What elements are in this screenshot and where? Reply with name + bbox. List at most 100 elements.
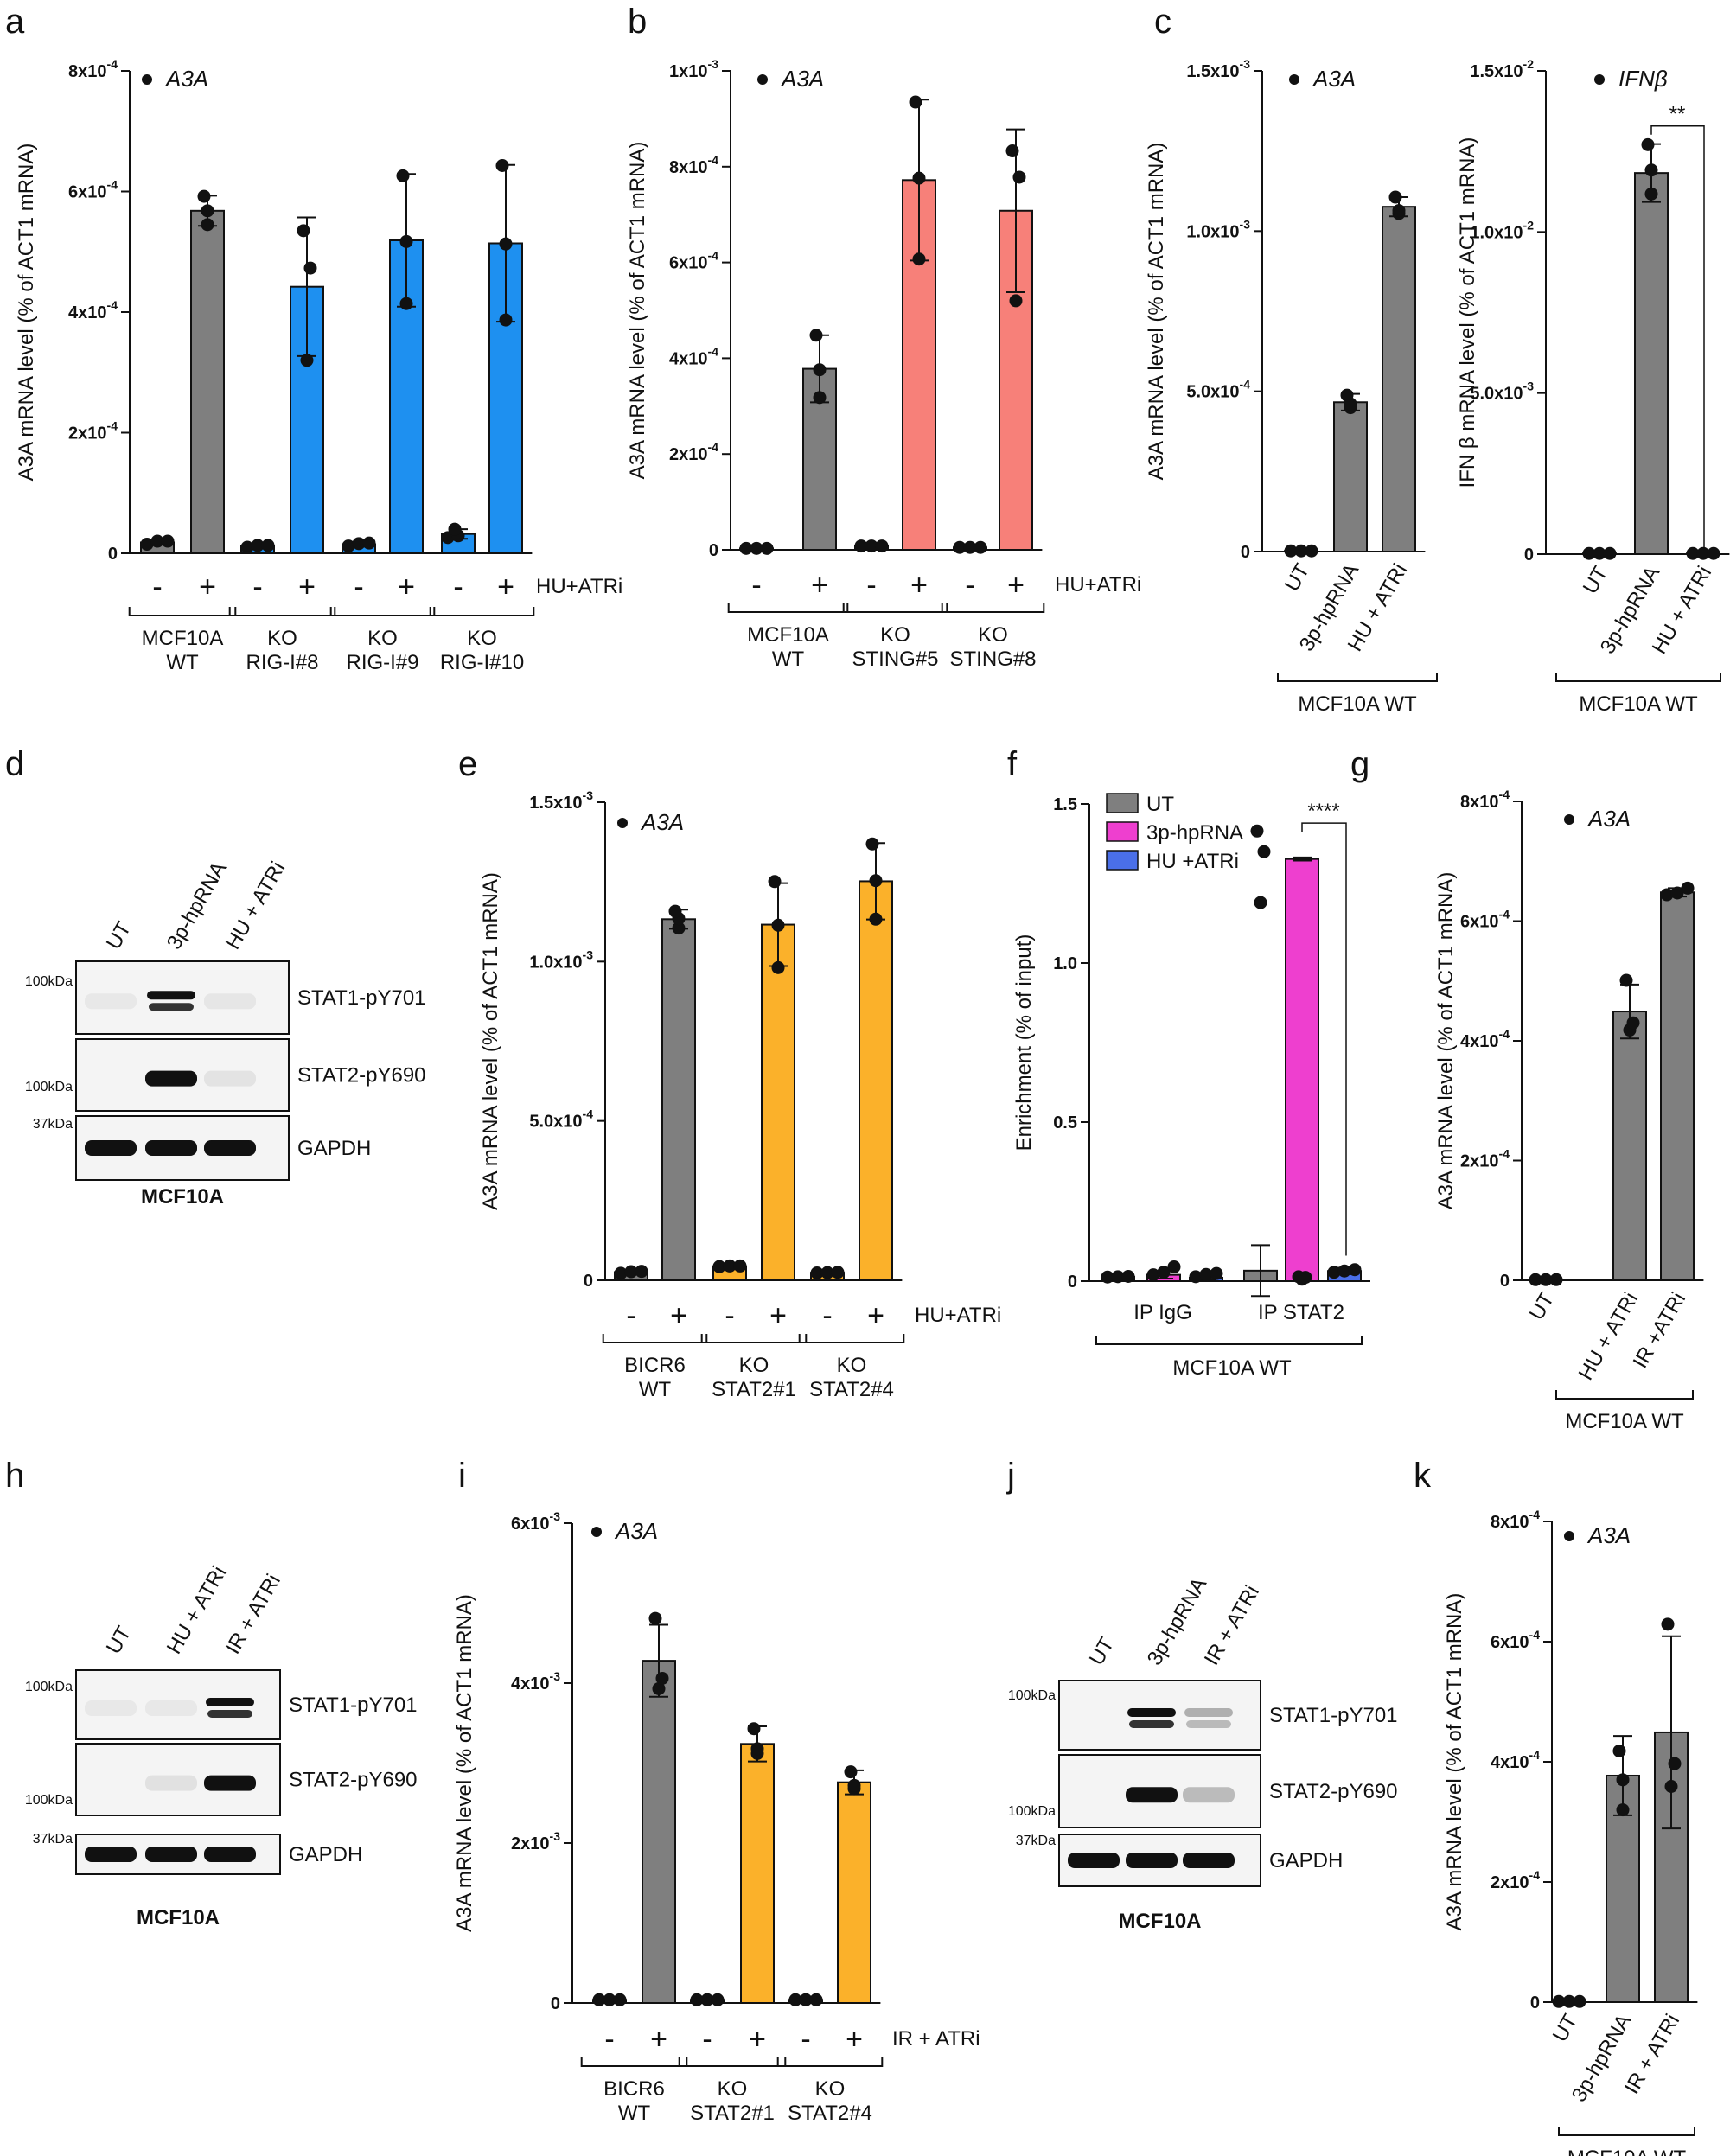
data-point <box>396 169 410 182</box>
blot-band <box>1129 1720 1174 1728</box>
data-point <box>1549 1273 1563 1286</box>
data-point <box>768 875 782 889</box>
data-point <box>1284 544 1298 558</box>
data-point <box>613 1993 627 2006</box>
data-point <box>739 541 753 555</box>
data-point <box>831 1266 845 1279</box>
data-point <box>1012 170 1026 184</box>
y-tick-label: 0 <box>584 1272 593 1291</box>
mw-marker: 100kDa <box>25 1680 73 1694</box>
data-point <box>1292 1270 1305 1284</box>
data-point <box>140 538 154 552</box>
data-point <box>1582 546 1596 560</box>
x-category-label: + <box>199 571 216 603</box>
y-tick-label: 0 <box>1530 1993 1540 2012</box>
data-point <box>240 540 254 554</box>
blot-band <box>1068 1853 1120 1868</box>
data-point <box>1305 544 1318 558</box>
bar <box>642 1660 676 2004</box>
legend-marker <box>1564 1531 1574 1541</box>
blot-band <box>145 1700 197 1716</box>
group-label: KO <box>880 623 910 647</box>
blot-band <box>1126 1853 1178 1868</box>
data-point <box>1612 1744 1626 1757</box>
lane-label: UT <box>102 917 137 954</box>
bar <box>837 1781 871 2004</box>
bar <box>190 209 225 554</box>
x-category-label: + <box>1007 569 1025 602</box>
significance-label: **** <box>1307 800 1339 823</box>
blot-band <box>1127 1708 1176 1717</box>
group-label: WT <box>639 1378 672 1401</box>
x-category-label: + <box>769 1299 787 1332</box>
legend-label: HU +ATRi <box>1146 850 1239 873</box>
y-tick-label: 0 <box>551 1994 560 2013</box>
data-point <box>1696 546 1710 560</box>
cell-line-label: MCF10A <box>141 1185 224 1209</box>
group-bracket <box>1558 2127 1695 2136</box>
data-point <box>750 541 763 555</box>
x-category-label: - <box>866 569 876 602</box>
group-label: KO <box>267 627 297 650</box>
data-point <box>1337 1264 1351 1278</box>
group-label: KO <box>815 2077 846 2101</box>
data-point <box>1707 546 1720 560</box>
data-point <box>747 1722 761 1736</box>
x-category-label: - <box>801 2023 810 2056</box>
group-label: KO <box>718 2077 748 2101</box>
blot-band <box>207 1710 252 1718</box>
y-tick-label: 1.0x10-3 <box>529 947 593 972</box>
mw-marker: 100kDa <box>1008 1688 1056 1703</box>
legend-label: 3p-hpRNA <box>1146 821 1243 845</box>
cell-line-label: MCF10A <box>137 1906 220 1930</box>
blot-row-label: STAT2-pY690 <box>1269 1780 1398 1803</box>
data-point <box>303 261 317 275</box>
x-category-label: - <box>751 569 761 602</box>
y-tick-label: 4x10-4 <box>1491 1748 1540 1772</box>
data-point <box>1348 1263 1362 1277</box>
data-point <box>813 363 827 377</box>
y-axis-label: A3A mRNA level (% of ACT1 mRNA) <box>479 872 502 1210</box>
panel-letter-g: g <box>1350 745 1369 783</box>
blot-band <box>85 993 137 1010</box>
group-bracket <box>798 1334 905 1343</box>
legend-marker <box>617 818 628 828</box>
bar <box>761 923 795 1281</box>
data-point <box>1539 1273 1553 1286</box>
y-tick-label: 1.5x10-2 <box>1470 57 1534 81</box>
y-tick-label: 0 <box>1500 1272 1510 1291</box>
legend-marker <box>1289 74 1299 85</box>
data-point <box>690 1993 704 2006</box>
data-point <box>1340 388 1354 402</box>
data-point <box>1388 190 1402 204</box>
blot-band <box>1183 1787 1235 1803</box>
group-label: STAT2#4 <box>788 2102 872 2125</box>
data-point <box>1189 1270 1203 1284</box>
data-point <box>844 1765 858 1779</box>
data-point <box>150 534 164 548</box>
bar <box>740 1743 775 2005</box>
data-point <box>1562 1994 1576 2008</box>
x-category-label: UT <box>1548 2010 1583 2046</box>
data-point <box>399 234 413 248</box>
group-label: MCF10A WT <box>1567 2146 1687 2156</box>
group-label: STING#8 <box>949 647 1036 671</box>
x-category-label: + <box>398 571 415 603</box>
y-tick-label: 4x10-4 <box>68 298 118 322</box>
panel-letter-a: a <box>5 3 25 41</box>
x-category-label: + <box>298 571 316 603</box>
data-point <box>865 539 878 553</box>
group-label: STING#5 <box>852 647 938 671</box>
y-tick-label: 6x10-4 <box>669 249 718 273</box>
blot-row-label: GAPDH <box>289 1843 362 1866</box>
group-label: MCF10A WT <box>1579 692 1698 716</box>
data-point <box>1210 1266 1223 1280</box>
data-point <box>809 1993 823 2006</box>
blot-band <box>145 1847 197 1862</box>
data-point <box>1616 1803 1630 1817</box>
group-bracket <box>580 2057 688 2067</box>
data-point <box>1146 1268 1160 1282</box>
blot-row-label: STAT1-pY701 <box>289 1694 418 1717</box>
panel-letter-h: h <box>5 1457 24 1495</box>
group-bracket <box>429 607 535 616</box>
